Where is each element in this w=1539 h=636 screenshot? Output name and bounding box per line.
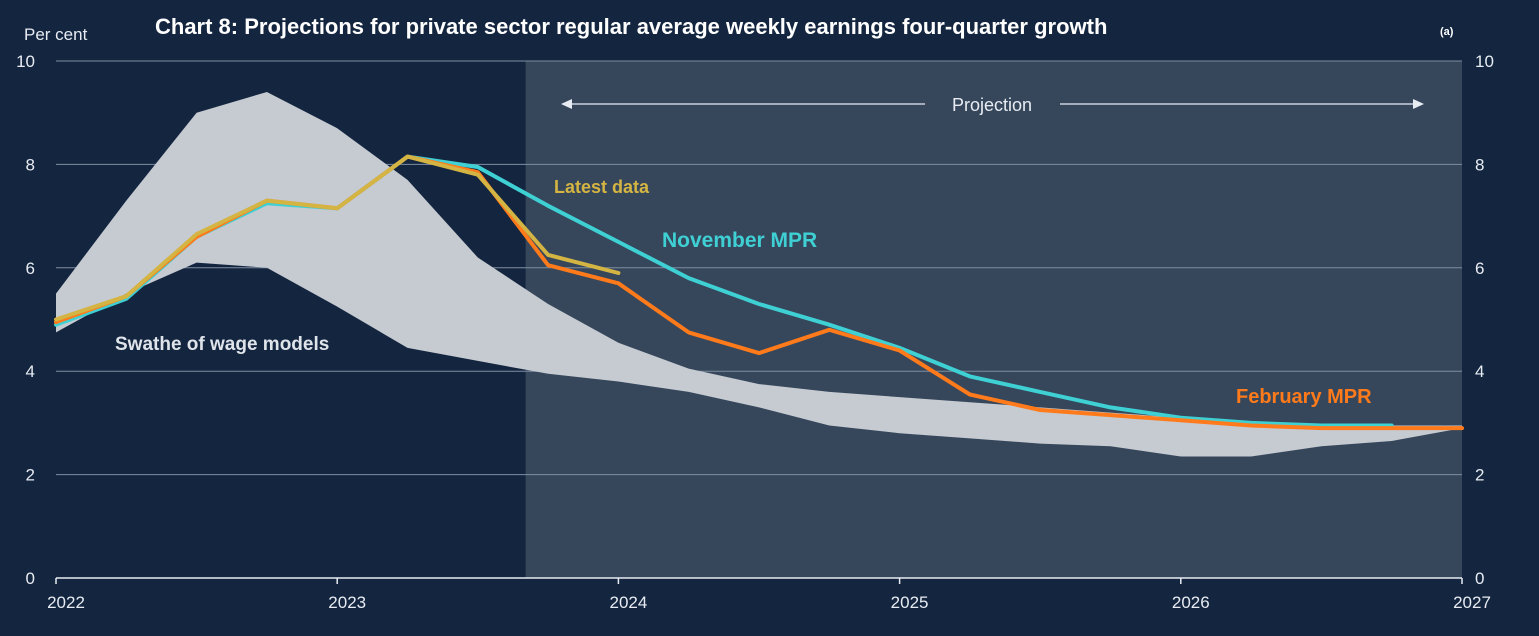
y-tick-label-right: 8 <box>1475 155 1484 174</box>
x-tick-label: 2027 <box>1453 593 1491 612</box>
series-line-latest-data <box>54 154 621 322</box>
x-tick-label: 2024 <box>609 593 647 612</box>
chart-title-note: (a) <box>1440 26 1454 38</box>
y-tick-label-right: 0 <box>1475 569 1484 588</box>
projection-shading <box>525 61 1462 578</box>
arrowhead-left-icon <box>561 99 572 109</box>
chart-title: Chart 8: Projections for private sector … <box>155 14 1107 39</box>
y-tick-label-left: 4 <box>26 362 35 381</box>
series-lines <box>54 154 1464 431</box>
y-tick-label-left: 6 <box>26 259 35 278</box>
y-tick-label-left: 8 <box>26 155 35 174</box>
y-tick-label-right: 2 <box>1475 466 1484 485</box>
series-label-latest-data: Latest data <box>554 177 650 197</box>
y-tick-label-left: 2 <box>26 466 35 485</box>
y-axis-ticks: 0 0 2 2 4 4 6 6 8 8 10 10 <box>16 52 1494 588</box>
y-tick-label-right: 6 <box>1475 259 1484 278</box>
series-label-february-mpr: February MPR <box>1236 386 1372 408</box>
y-tick-label-right: 4 <box>1475 362 1484 381</box>
series-label-november-mpr: November MPR <box>662 229 817 252</box>
series-line-november-mpr <box>54 154 1394 428</box>
x-tick-label: 2022 <box>47 593 85 612</box>
projection-label: Projection <box>952 95 1032 115</box>
y-tick-label-right: 10 <box>1475 52 1494 71</box>
y-tick-label-left: 0 <box>26 569 35 588</box>
y-axis-unit-label: Per cent <box>24 25 88 44</box>
x-axis-ticks: 2022 2023 2024 2025 2026 2027 <box>47 578 1491 612</box>
projection-arrow <box>561 99 1424 109</box>
wage-models-swathe <box>56 92 1462 457</box>
arrowhead-right-icon <box>1413 99 1424 109</box>
x-tick-label: 2026 <box>1172 593 1210 612</box>
x-tick-label: 2023 <box>328 593 366 612</box>
band-label: Swathe of wage models <box>115 334 329 355</box>
x-tick-label: 2025 <box>891 593 929 612</box>
y-tick-label-left: 10 <box>16 52 35 71</box>
